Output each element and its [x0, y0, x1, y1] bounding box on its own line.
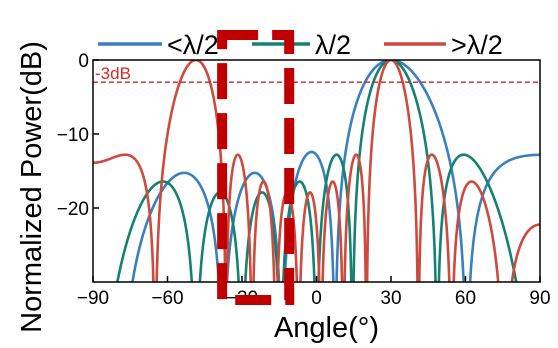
y-axis-label: Normalized Power(dB) [16, 41, 48, 333]
reference-line-label: -3dB [95, 64, 131, 83]
x-tick-label: 30 [380, 288, 401, 309]
series-line-2 [93, 60, 540, 282]
x-tick-label: 90 [529, 288, 550, 309]
highlight-box [217, 30, 295, 305]
x-tick-label: −60 [151, 288, 183, 309]
reference-layer: -3dB [93, 64, 540, 83]
legend: <λ/2 λ/2 >λ/2 [98, 30, 503, 60]
y-tick-label: 0 [78, 51, 89, 72]
legend-label-1: λ/2 [315, 30, 351, 60]
series-layer [93, 60, 540, 282]
y-tick-label: −20 [57, 199, 89, 220]
x-tick-label: 60 [455, 288, 476, 309]
x-tick-label: −90 [77, 288, 109, 309]
legend-label-0: <λ/2 [167, 30, 219, 60]
x-axis-label: Angle(°) [274, 312, 379, 344]
y-tick-label: −10 [57, 125, 89, 146]
series-line-1 [116, 60, 518, 282]
tick-layer: −90 −60 −30 0 30 60 900−10−20 [57, 51, 551, 309]
legend-label-2: >λ/2 [451, 30, 503, 60]
x-tick-label: 0 [311, 288, 322, 309]
